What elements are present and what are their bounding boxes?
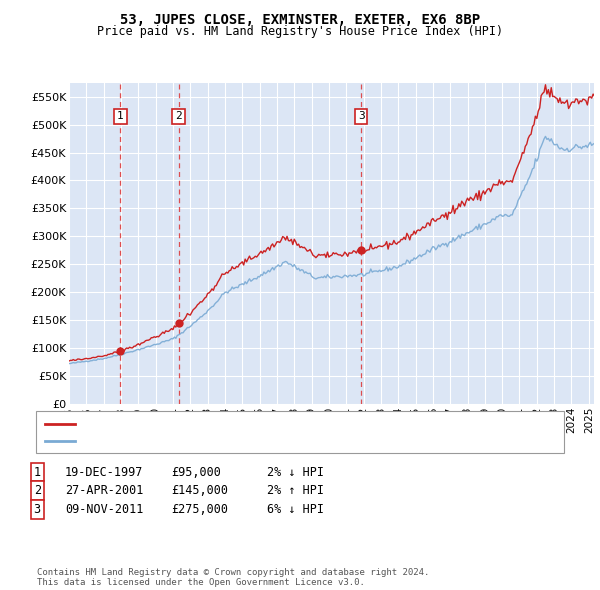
Text: 6% ↓ HPI: 6% ↓ HPI bbox=[267, 503, 324, 516]
Text: 3: 3 bbox=[358, 112, 365, 122]
Text: 53, JUPES CLOSE, EXMINSTER, EXETER, EX6 8BP: 53, JUPES CLOSE, EXMINSTER, EXETER, EX6 … bbox=[120, 13, 480, 27]
Text: 1: 1 bbox=[34, 466, 41, 478]
Text: 2: 2 bbox=[34, 484, 41, 497]
Text: 27-APR-2001: 27-APR-2001 bbox=[65, 484, 143, 497]
Text: 19-DEC-1997: 19-DEC-1997 bbox=[65, 466, 143, 478]
Text: £275,000: £275,000 bbox=[171, 503, 228, 516]
Text: 2% ↓ HPI: 2% ↓ HPI bbox=[267, 466, 324, 478]
Text: £95,000: £95,000 bbox=[171, 466, 221, 478]
Text: 3: 3 bbox=[34, 503, 41, 516]
Text: 53, JUPES CLOSE, EXMINSTER, EXETER, EX6 8BP (detached house): 53, JUPES CLOSE, EXMINSTER, EXETER, EX6 … bbox=[81, 419, 456, 430]
Text: 2% ↑ HPI: 2% ↑ HPI bbox=[267, 484, 324, 497]
Text: £145,000: £145,000 bbox=[171, 484, 228, 497]
Text: Price paid vs. HM Land Registry's House Price Index (HPI): Price paid vs. HM Land Registry's House … bbox=[97, 25, 503, 38]
Text: 1: 1 bbox=[117, 112, 124, 122]
Text: Contains HM Land Registry data © Crown copyright and database right 2024.
This d: Contains HM Land Registry data © Crown c… bbox=[37, 568, 430, 587]
Text: 2: 2 bbox=[175, 112, 182, 122]
Text: 09-NOV-2011: 09-NOV-2011 bbox=[65, 503, 143, 516]
Text: HPI: Average price, detached house, Teignbridge: HPI: Average price, detached house, Teig… bbox=[81, 436, 375, 446]
